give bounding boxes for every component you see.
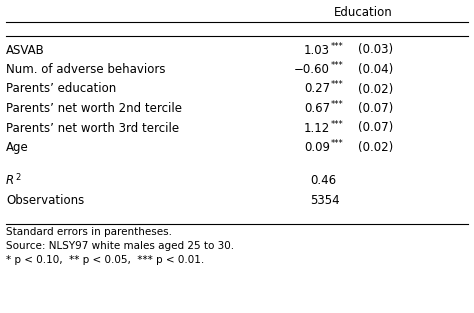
Text: (0.02): (0.02) [358,141,393,154]
Text: ***: *** [331,80,344,90]
Text: Parents’ net worth 3rd tercile: Parents’ net worth 3rd tercile [6,121,179,135]
Text: 0.46: 0.46 [310,175,336,187]
Text: −0.60: −0.60 [294,63,330,76]
Text: 0.67: 0.67 [304,102,330,115]
Text: Education: Education [334,6,392,18]
Text: * p < 0.10,  ** p < 0.05,  *** p < 0.01.: * p < 0.10, ** p < 0.05, *** p < 0.01. [6,255,204,265]
Text: 1.12: 1.12 [304,121,330,135]
Text: Parents’ net worth 2nd tercile: Parents’ net worth 2nd tercile [6,102,182,115]
Text: Age: Age [6,141,29,154]
Text: 0.27: 0.27 [304,83,330,95]
Text: Parents’ education: Parents’ education [6,83,116,95]
Text: 1.03: 1.03 [304,44,330,57]
Text: ***: *** [331,42,344,50]
Text: R: R [6,175,14,187]
Text: Num. of adverse behaviors: Num. of adverse behaviors [6,63,165,76]
Text: (0.07): (0.07) [358,102,393,115]
Text: Observations: Observations [6,194,84,207]
Text: ***: *** [331,120,344,129]
Text: 2: 2 [15,172,20,182]
Text: (0.07): (0.07) [358,121,393,135]
Text: Standard errors in parentheses.: Standard errors in parentheses. [6,227,172,237]
Text: 0.09: 0.09 [304,141,330,154]
Text: ***: *** [331,100,344,109]
Text: 5354: 5354 [310,194,340,207]
Text: (0.03): (0.03) [358,44,393,57]
Text: ASVAB: ASVAB [6,44,45,57]
Text: Source: NLSY97 white males aged 25 to 30.: Source: NLSY97 white males aged 25 to 30… [6,241,234,251]
Text: ***: *** [331,61,344,70]
Text: ***: *** [331,139,344,148]
Text: (0.04): (0.04) [358,63,393,76]
Text: (0.02): (0.02) [358,83,393,95]
